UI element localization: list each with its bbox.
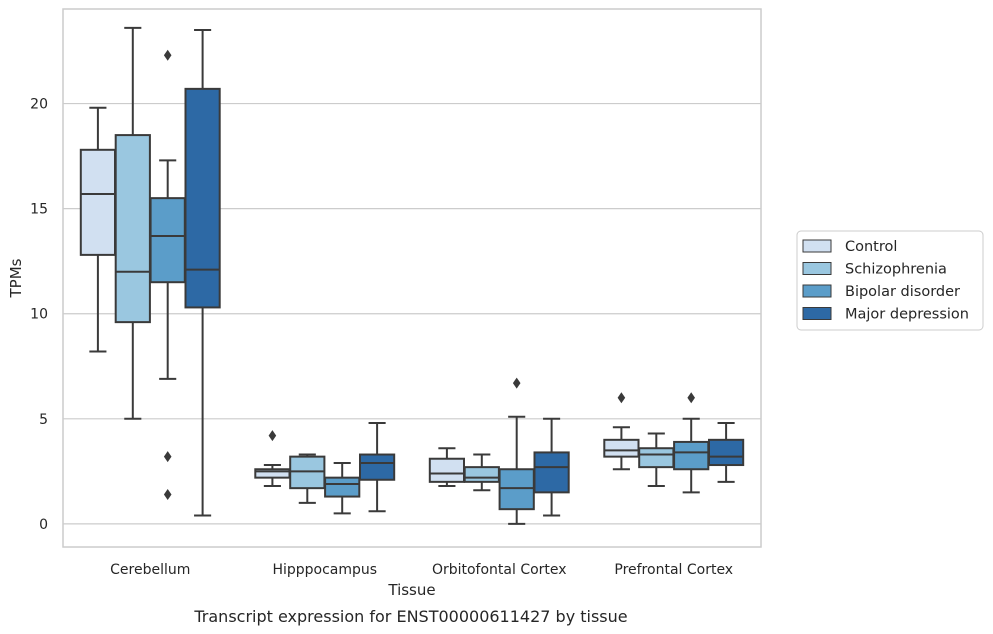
box-prefrontal-cortex-control-iqr bbox=[603, 438, 640, 458]
y-tick-label-10: 10 bbox=[30, 307, 48, 323]
box-prefrontal-cortex-bipolar-disorder bbox=[673, 392, 710, 494]
box-prefrontal-cortex-major-depression-iqr bbox=[707, 438, 745, 467]
legend-swatch-control bbox=[802, 239, 832, 253]
legend-label-major-depression: Major depression bbox=[845, 307, 969, 323]
box-prefrontal-cortex-control-outlier-0 bbox=[617, 392, 626, 404]
legend-frame bbox=[796, 230, 984, 331]
box-cerebellum-major-depression-iqr bbox=[184, 87, 221, 309]
box-cerebellum-bipolar-disorder-outlier-1 bbox=[163, 451, 172, 463]
legend-swatch-schizophrenia bbox=[802, 262, 832, 275]
box-plot-series bbox=[79, 26, 745, 525]
box-hipppocampus-control-outlier-0 bbox=[268, 430, 277, 442]
x-tick-label-hipppocampus: Hipppocampus bbox=[272, 562, 377, 578]
box-orbitofontal-cortex-major-depression bbox=[533, 417, 570, 517]
plot-frame bbox=[62, 8, 762, 548]
legend: Control Schizophrenia Bipolar disorder Majo… bbox=[796, 230, 984, 331]
y-tick-label-5: 5 bbox=[39, 412, 48, 428]
box-hipppocampus-major-depression-iqr bbox=[358, 453, 396, 481]
legend-label-bipolar-disorder: Bipolar disorder bbox=[845, 284, 960, 300]
x-tick-label-prefrontal-cortex: Prefrontal Cortex bbox=[614, 562, 733, 578]
box-hipppocampus-bipolar-disorder bbox=[324, 461, 361, 515]
y-tick-label-15: 15 bbox=[30, 202, 48, 218]
legend-entry-major-depression: Major depression bbox=[802, 307, 969, 323]
box-orbitofontal-cortex-bipolar-disorder bbox=[498, 377, 535, 525]
x-tick-label-orbitofontal-cortex: Orbitofontal Cortex bbox=[432, 562, 567, 578]
box-cerebellum-control bbox=[79, 106, 117, 353]
legend-swatch-major-depression bbox=[802, 307, 832, 320]
box-hipppocampus-schizophrenia-iqr bbox=[289, 455, 326, 490]
box-prefrontal-cortex-schizophrenia-iqr bbox=[638, 447, 675, 469]
box-prefrontal-cortex-bipolar-disorder-iqr bbox=[673, 440, 710, 471]
box-prefrontal-cortex-control bbox=[603, 392, 640, 471]
box-cerebellum-schizophrenia bbox=[114, 26, 151, 420]
box-hipppocampus-bipolar-disorder-iqr bbox=[324, 476, 361, 498]
y-axis-ticks: 0 5 10 15 20 bbox=[30, 97, 48, 533]
box-cerebellum-bipolar-disorder-outlier-0 bbox=[163, 49, 172, 61]
box-cerebellum-major-depression bbox=[184, 29, 221, 517]
box-cerebellum-control-iqr bbox=[79, 148, 117, 256]
legend-swatch-bipolar-disorder bbox=[802, 284, 832, 298]
legend-label-control: Control bbox=[845, 239, 897, 255]
box-prefrontal-cortex-bipolar-disorder-outlier-0 bbox=[687, 392, 695, 404]
x-tick-label-cerebellum: Cerebellum bbox=[110, 562, 190, 578]
x-axis-ticks: Cerebellum Hipppocampus Orbitofontal Corte… bbox=[110, 562, 733, 578]
box-orbitofontal-cortex-schizophrenia bbox=[463, 453, 500, 492]
legend-label-schizophrenia: Schizophrenia bbox=[845, 262, 947, 278]
box-orbitofontal-cortex-schizophrenia-iqr bbox=[463, 466, 500, 483]
chart-caption: Transcript expression for ENST0000061142… bbox=[193, 607, 627, 626]
box-hipppocampus-major-depression bbox=[358, 422, 396, 513]
box-orbitofontal-cortex-control bbox=[428, 447, 466, 488]
box-orbitofontal-cortex-control-iqr bbox=[428, 457, 466, 483]
y-tick-label-0: 0 bbox=[39, 517, 48, 533]
box-orbitofontal-cortex-bipolar-disorder-outlier-0 bbox=[512, 377, 521, 389]
box-cerebellum-bipolar-disorder-outlier-2 bbox=[163, 488, 172, 500]
x-axis-label: Tissue bbox=[387, 581, 435, 599]
box-prefrontal-cortex-major-depression bbox=[707, 422, 745, 483]
box-orbitofontal-cortex-major-depression-iqr bbox=[533, 451, 570, 494]
legend-entry-schizophrenia: Schizophrenia bbox=[802, 262, 947, 278]
box-cerebellum-bipolar-disorder-iqr bbox=[149, 197, 186, 284]
box-hipppocampus-schizophrenia bbox=[289, 453, 326, 504]
y-axis-label: TPMs bbox=[7, 258, 25, 298]
legend-entry-bipolar-disorder: Bipolar disorder bbox=[802, 284, 960, 300]
box-prefrontal-cortex-schizophrenia bbox=[638, 432, 675, 488]
box-cerebellum-bipolar-disorder bbox=[149, 49, 186, 500]
box-orbitofontal-cortex-bipolar-disorder-iqr bbox=[498, 468, 535, 511]
box-hipppocampus-control bbox=[254, 430, 291, 488]
legend-entry-control: Control bbox=[802, 239, 897, 255]
box-cerebellum-schizophrenia-iqr bbox=[114, 134, 151, 324]
y-tick-label-20: 20 bbox=[30, 97, 48, 113]
